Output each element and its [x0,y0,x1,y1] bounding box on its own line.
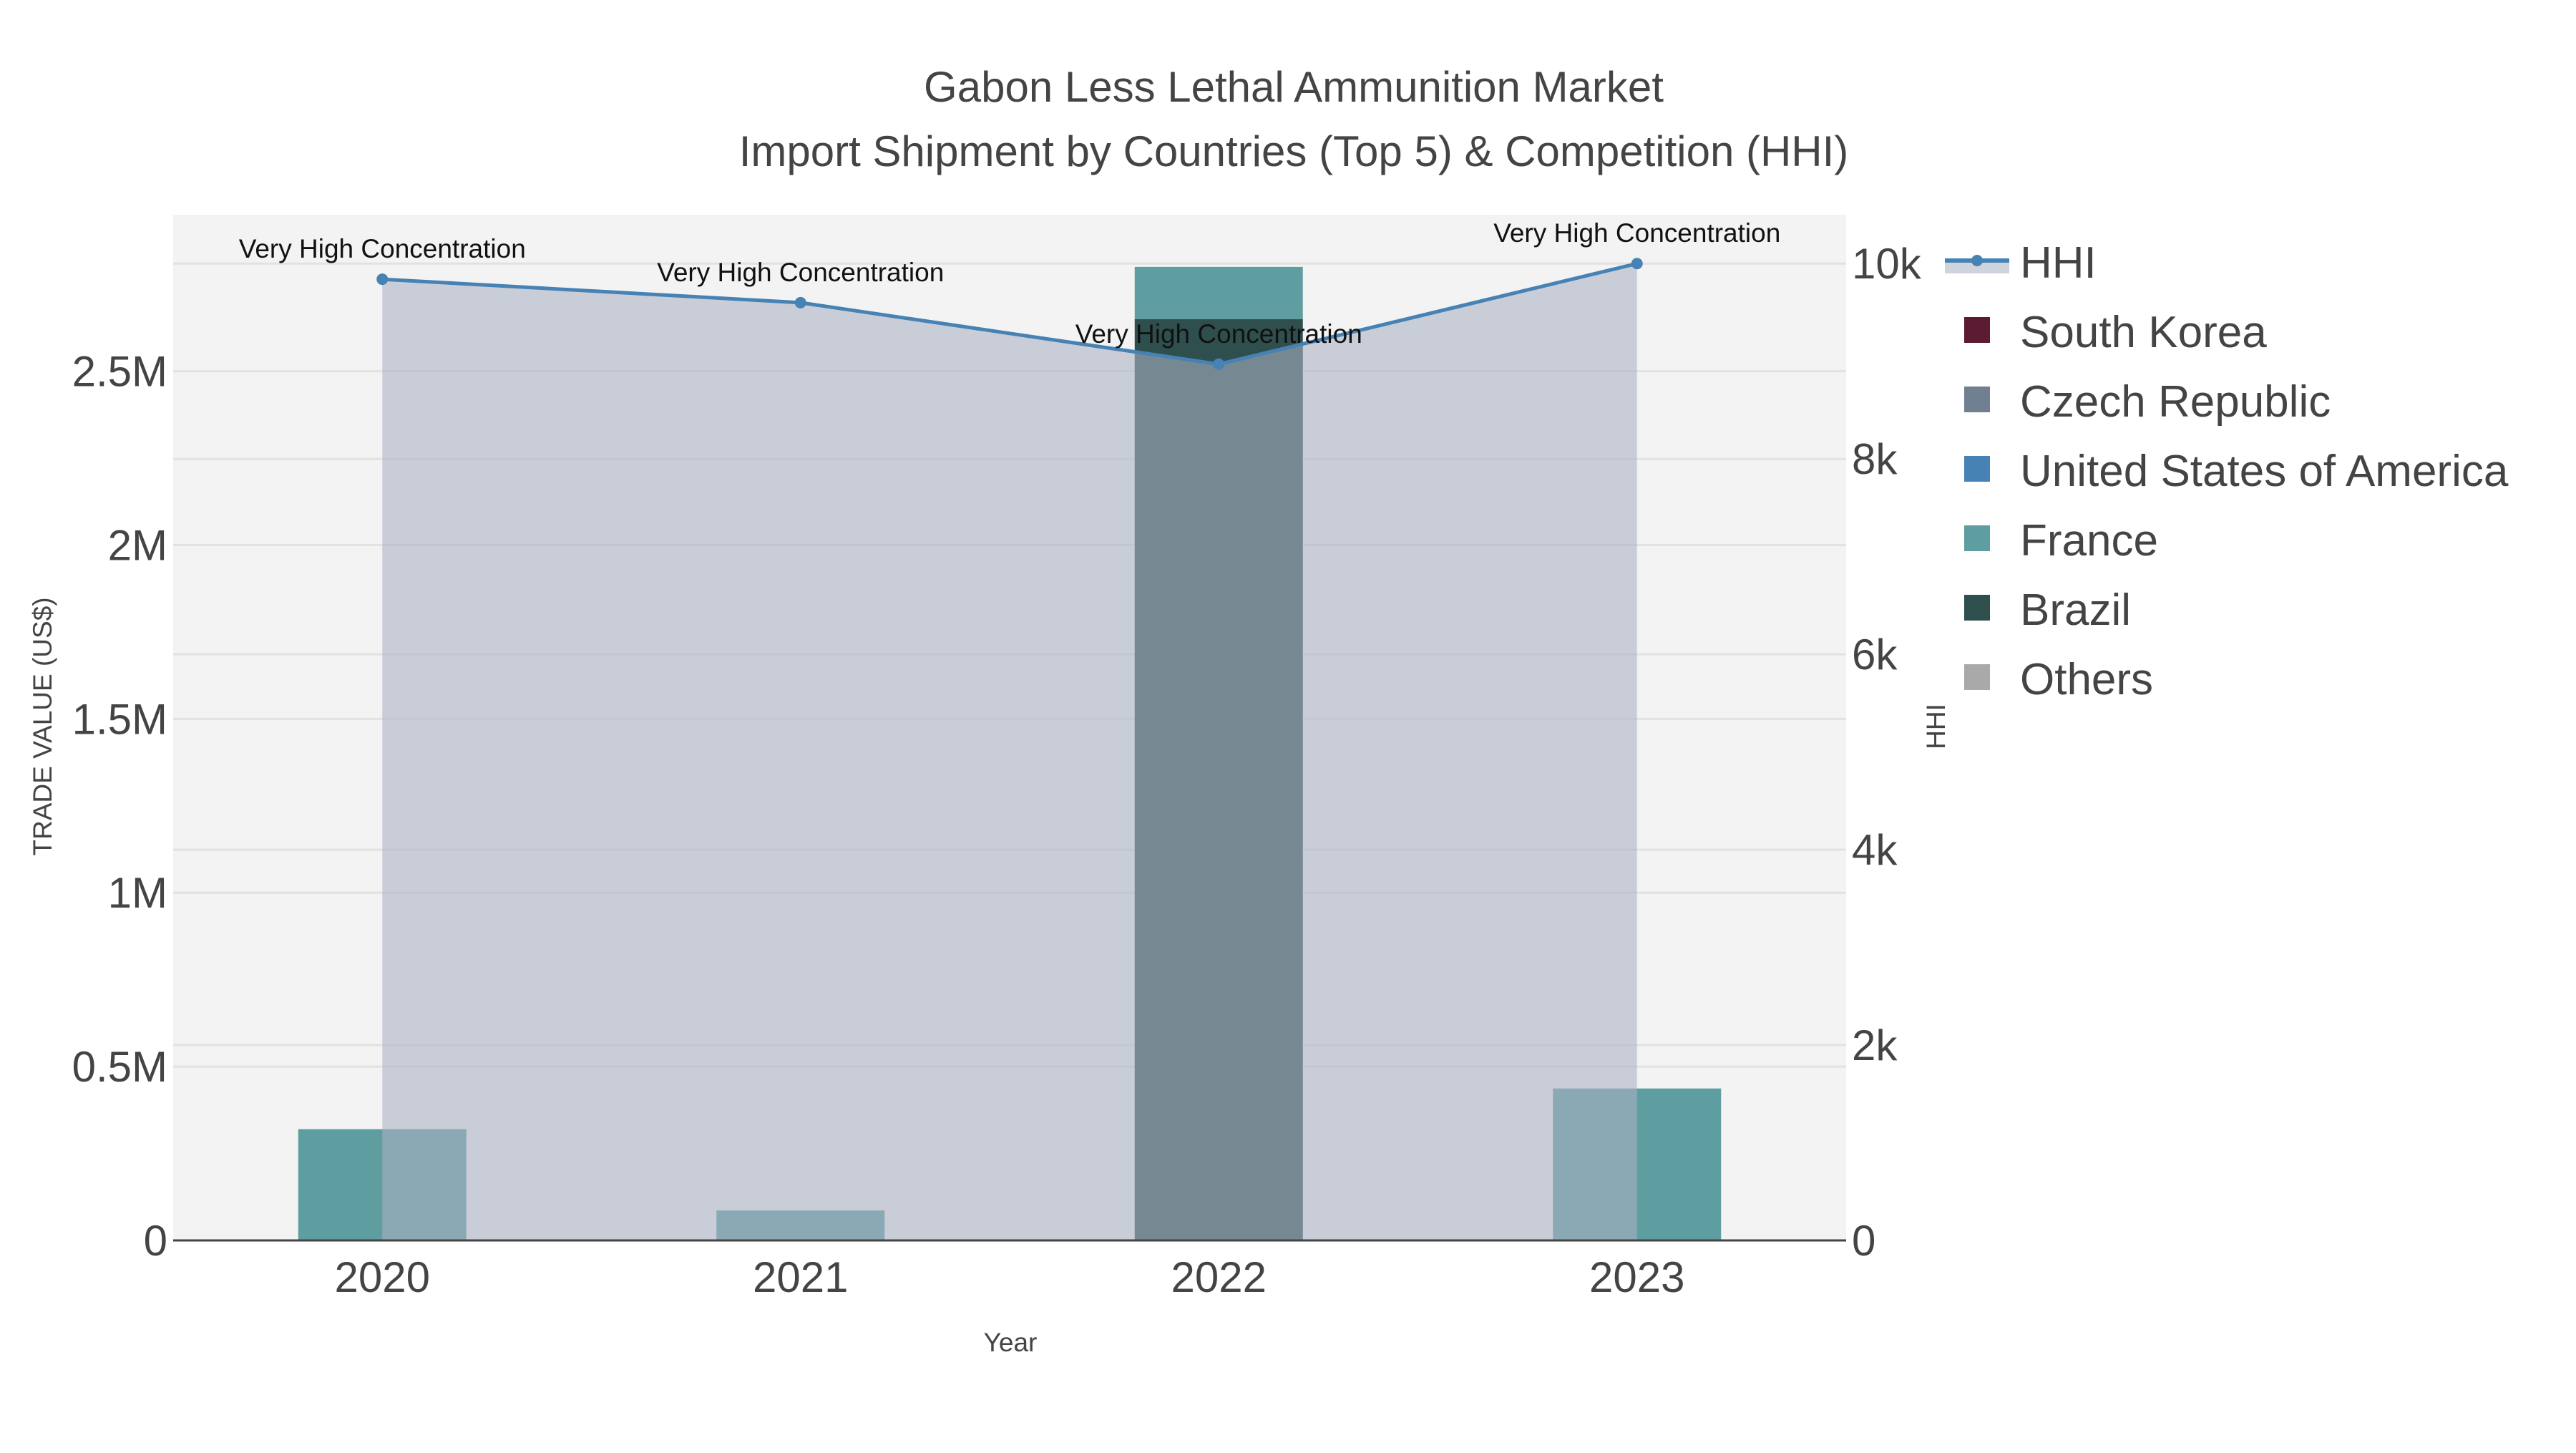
y-tick-label: 2M [108,521,167,569]
legend-label: Others [2020,655,2153,704]
legend-label: United States of America [2020,447,2509,496]
y2-tick-label: 8k [1852,435,1898,483]
hhi-annotation: Very High Concentration [1075,319,1362,349]
legend-swatch-south-korea [1964,317,1990,343]
legend-label-hhi: HHI [2020,238,2097,288]
y2-tick-label: 6k [1852,631,1898,679]
y-tick-label: 0 [144,1217,167,1265]
y2-tick-label: 2k [1852,1021,1898,1069]
x-axis-ticks: 2020 2021 2022 2023 [335,1253,1685,1301]
legend-hhi-marker-icon [1971,255,1983,266]
legend-swatch-czech-republic [1964,387,1990,412]
hhi-area-fill [382,263,1637,1241]
hhi-annotation: Very High Concentration [239,234,526,263]
legend-swatch-united-states-of-america [1964,456,1990,482]
y-tick-label: 1M [108,869,167,917]
y-tick-label: 1.5M [72,695,167,743]
y2-tick-label: 10k [1852,240,1922,288]
x-tick-label: 2021 [753,1253,848,1301]
y2-axis-ticks: 0 2k 4k 6k 8k 10k [1852,240,1922,1265]
hhi-line [382,261,1638,366]
chart-title-line1: Gabon Less Lethal Ammunition Market [924,63,1664,111]
y-tick-label: 0.5M [72,1043,167,1091]
legend-swatch-france [1964,525,1990,551]
legend-swatch-others [1964,664,1990,690]
legend-hhi-fill-swatch [1945,262,2009,273]
x-tick-label: 2022 [1171,1253,1267,1301]
x-tick-label: 2020 [335,1253,430,1301]
bar-france [1134,266,1303,319]
legend-label: South Korea [2020,308,2267,357]
legend-swatch-brazil [1964,595,1990,621]
legend-label: Brazil [2020,585,2131,635]
legend-label: Czech Republic [2020,377,2331,427]
hhi-annotation: Very High Concentration [657,258,944,287]
legend-label: France [2020,516,2158,565]
hhi-annotation: Very High Concentration [1493,218,1780,248]
y2-axis-title: HHI [1921,704,1951,749]
y-axis-ticks: 0 0.5M 1M 1.5M 2M 2.5M [72,348,167,1265]
y2-tick-label: 0 [1852,1217,1875,1265]
y-axis-title: TRADE VALUE (US$) [28,597,57,855]
x-tick-label: 2023 [1589,1253,1684,1301]
hhi-point [794,296,806,308]
hhi-point [1631,258,1643,270]
y2-tick-label: 4k [1852,826,1898,874]
hhi-series: Very High Concentration Very High Concent… [239,218,1780,1241]
hhi-point [376,273,389,286]
y-tick-label: 2.5M [72,348,167,396]
hhi-point [1213,358,1225,370]
x-axis-title: Year [984,1328,1038,1357]
chart-title-line2: Import Shipment by Countries (Top 5) & C… [739,127,1849,175]
legend: HHI South Korea Czech Republic United State… [1945,238,2509,704]
